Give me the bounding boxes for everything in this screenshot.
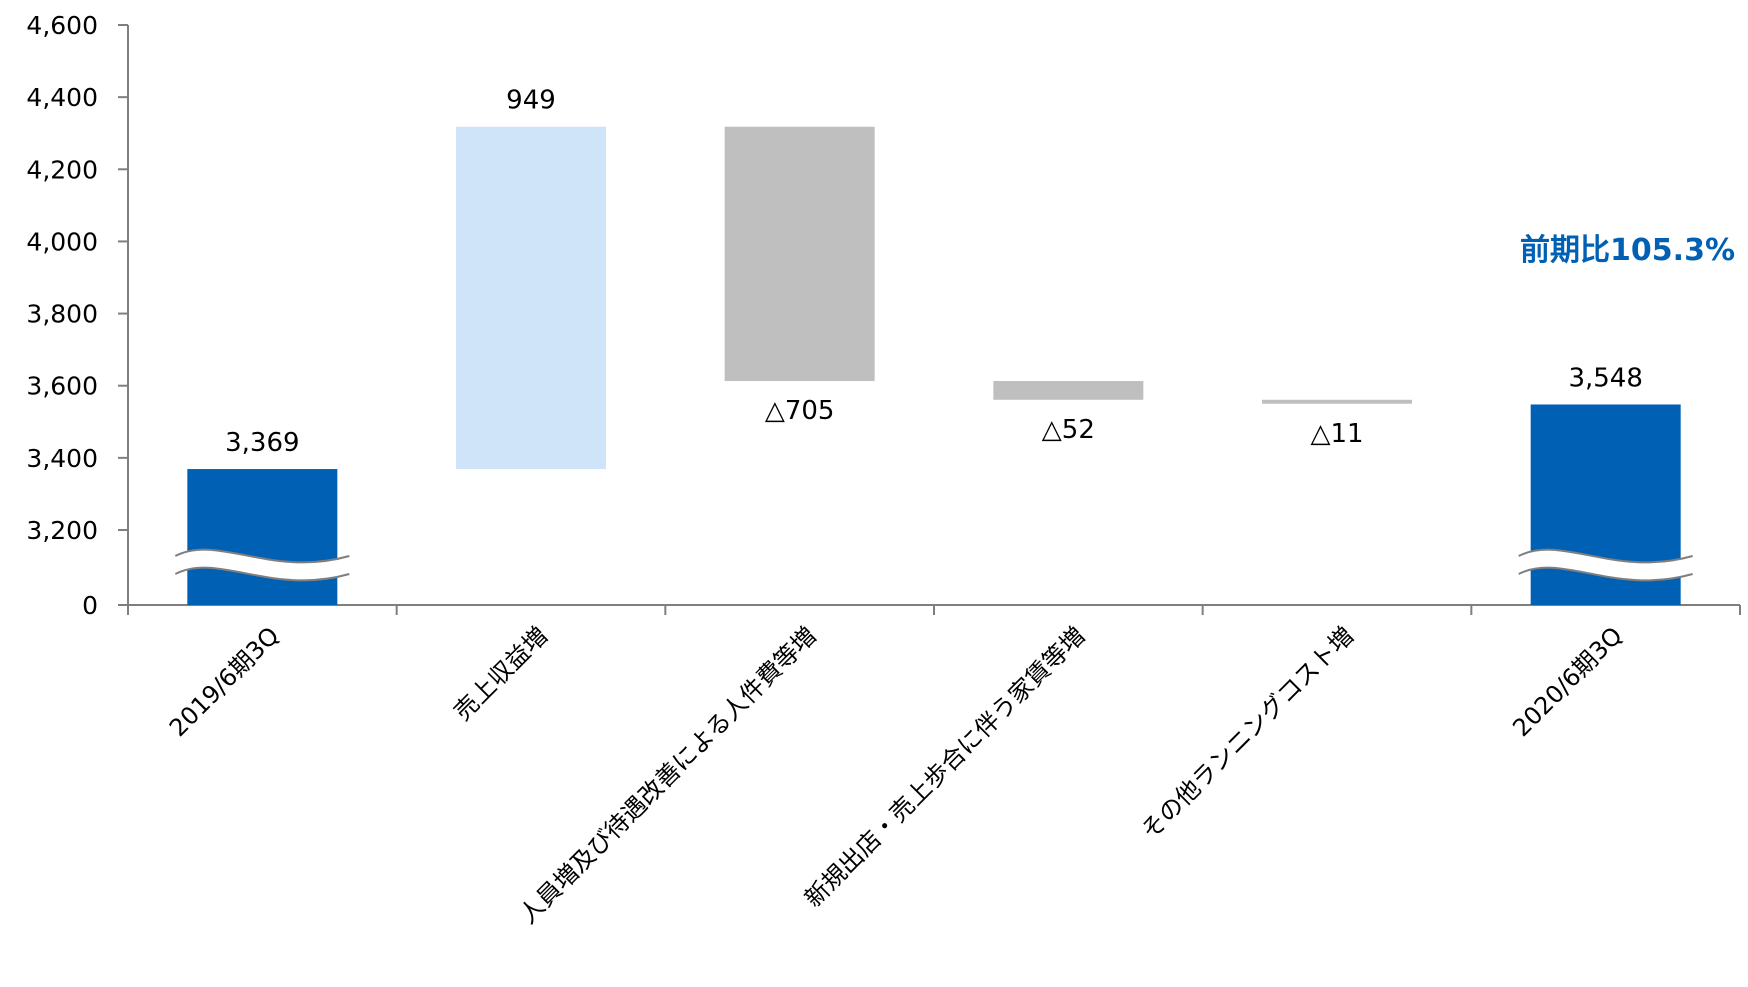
y-tick-label: 4,400 xyxy=(26,83,98,112)
axis-break-gap xyxy=(1518,549,1693,581)
y-tick-label: 3,800 xyxy=(26,300,98,329)
y-tick-label: 4,600 xyxy=(26,11,98,40)
data-label: 3,369 xyxy=(225,428,299,458)
data-label: △705 xyxy=(765,396,835,426)
category-label: 人員増及び待遇改善による人件費等増 xyxy=(514,621,822,929)
data-label: △52 xyxy=(1042,415,1095,445)
data-label: 3,548 xyxy=(1568,363,1642,393)
category-label: 新規出店・売上歩合に伴う家賃等増 xyxy=(799,621,1090,912)
y-tick-label: 3,400 xyxy=(26,444,98,473)
axis-break-line xyxy=(1518,566,1693,582)
axis-break-line xyxy=(1518,548,1693,564)
bar-decrease xyxy=(724,126,875,382)
labels: 3,369 2019/6期3Q 949 売上収益増 △705 人員増及び待遇改善による人件… xyxy=(164,86,1643,930)
bar-decrease xyxy=(993,381,1144,400)
bar-decrease xyxy=(1262,399,1412,404)
yoy-annotation: 前期比105.3% xyxy=(1520,233,1735,268)
y-tick-label: 3,600 xyxy=(26,372,98,401)
y-tick-label: 4,200 xyxy=(26,155,98,184)
axis-break-line xyxy=(174,566,350,582)
bars xyxy=(174,126,1693,605)
y-tick-label: 0 xyxy=(82,591,98,620)
axes: 4,600 4,400 4,200 4,000 3,800 3,600 3,400 3,200… xyxy=(26,11,1741,620)
category-label: その他ランニングコスト増 xyxy=(1136,621,1359,844)
y-tick-label: 4,000 xyxy=(26,227,98,256)
axis-break-gap xyxy=(175,549,350,581)
axis-break-line xyxy=(174,548,350,564)
data-label: 949 xyxy=(506,86,556,116)
bar-total xyxy=(187,469,338,605)
data-label: △11 xyxy=(1310,419,1363,449)
category-label: 売上収益増 xyxy=(449,621,554,726)
category-label: 2020/6期3Q xyxy=(1507,621,1628,742)
category-label: 2019/6期3Q xyxy=(164,621,285,742)
y-tick-label: 3,200 xyxy=(26,516,98,545)
bar-increase xyxy=(456,126,606,470)
